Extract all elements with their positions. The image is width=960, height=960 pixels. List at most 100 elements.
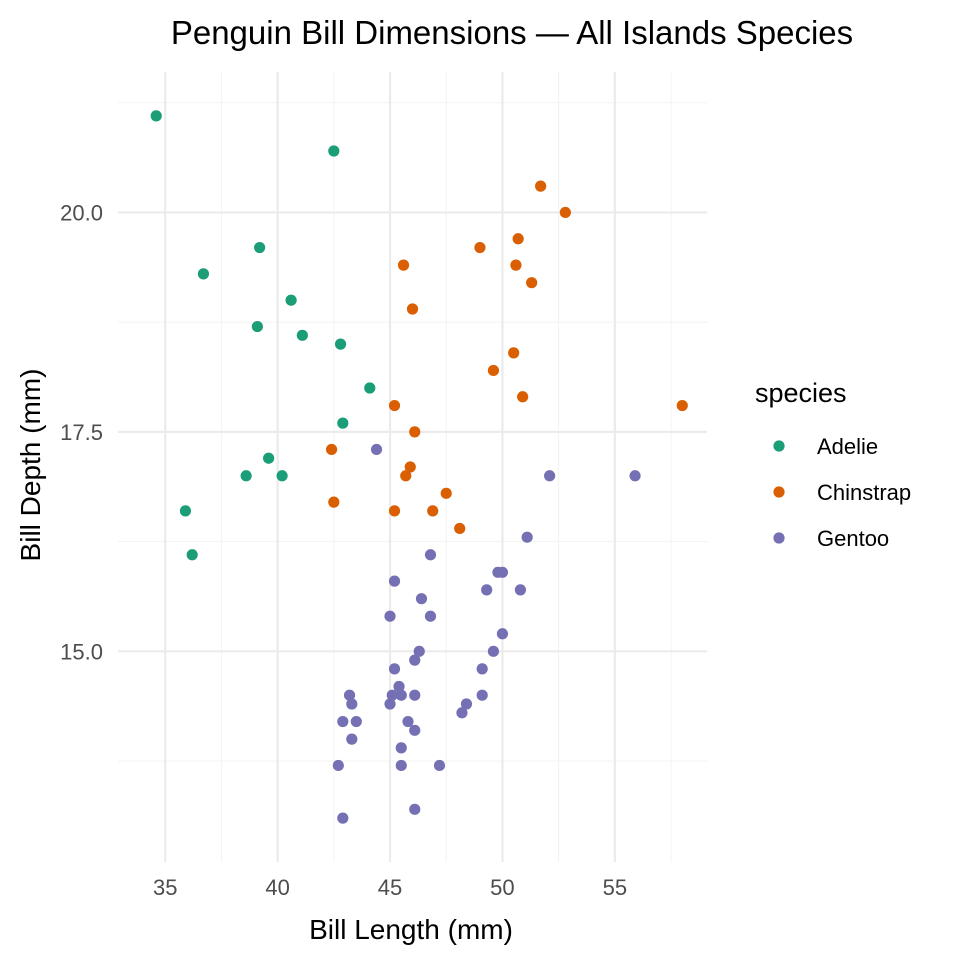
legend: species Adelie Chinstrap Gentoo	[755, 378, 911, 551]
point-gentoo	[415, 593, 428, 605]
point-gentoo	[487, 645, 500, 657]
legend-items: Adelie Chinstrap Gentoo	[773, 434, 911, 551]
point-gentoo	[629, 470, 641, 482]
point-chinstrap	[676, 399, 688, 412]
point-adelie	[276, 470, 288, 482]
y-tick-label: 20.0	[60, 200, 103, 225]
point-gentoo	[337, 812, 349, 824]
chart-title: Penguin Bill Dimensions — All Islands Sp…	[171, 14, 853, 51]
point-gentoo	[384, 610, 396, 622]
point-chinstrap	[325, 443, 338, 456]
point-chinstrap	[510, 259, 522, 271]
point-gentoo	[350, 715, 362, 728]
point-chinstrap	[388, 399, 401, 412]
plot-panel	[118, 72, 707, 862]
point-gentoo	[332, 759, 344, 772]
point-gentoo	[433, 759, 446, 772]
point-gentoo	[544, 470, 556, 482]
point-chinstrap	[454, 522, 466, 535]
point-chinstrap	[487, 364, 500, 377]
point-gentoo	[496, 628, 509, 640]
point-chinstrap	[474, 241, 486, 254]
point-adelie	[285, 294, 297, 306]
legend-key-adelie	[773, 440, 785, 452]
x-axis-title: Bill Length (mm)	[309, 914, 513, 945]
point-gentoo	[456, 707, 468, 719]
x-tick-label: 35	[153, 875, 177, 900]
point-adelie	[334, 338, 347, 350]
point-gentoo	[337, 715, 349, 728]
legend-label-adelie: Adelie	[817, 434, 878, 459]
point-chinstrap	[559, 206, 571, 219]
point-adelie	[179, 505, 192, 517]
point-gentoo	[496, 566, 509, 578]
point-gentoo	[370, 443, 383, 456]
point-adelie	[328, 145, 340, 157]
point-gentoo	[521, 531, 533, 543]
point-gentoo	[386, 689, 398, 701]
point-gentoo	[481, 584, 493, 596]
point-chinstrap	[427, 505, 439, 517]
point-gentoo	[395, 689, 407, 701]
point-gentoo	[409, 803, 421, 815]
point-gentoo	[409, 654, 421, 666]
point-chinstrap	[328, 496, 340, 508]
point-chinstrap	[400, 470, 412, 482]
point-gentoo	[346, 733, 358, 745]
point-chinstrap	[517, 391, 529, 403]
point-gentoo	[409, 724, 421, 736]
point-chinstrap	[409, 426, 421, 438]
point-gentoo	[424, 610, 437, 622]
point-gentoo	[388, 575, 401, 587]
point-adelie	[251, 320, 263, 333]
point-chinstrap	[404, 461, 416, 473]
x-axis-tick-labels: 35 40 45 50 55	[153, 875, 627, 900]
point-gentoo	[346, 698, 358, 710]
point-chinstrap	[406, 303, 419, 315]
point-gentoo	[460, 698, 473, 710]
point-adelie	[240, 470, 252, 482]
point-chinstrap	[440, 487, 452, 499]
point-gentoo	[402, 715, 414, 728]
y-tick-label: 17.5	[60, 420, 103, 445]
point-gentoo	[424, 549, 437, 561]
point-gentoo	[393, 680, 405, 693]
point-adelie	[197, 268, 210, 280]
point-adelie	[296, 329, 308, 341]
point-adelie	[254, 241, 266, 254]
y-axis-title: Bill Depth (mm)	[15, 369, 46, 562]
point-gentoo	[476, 689, 488, 701]
legend-key-gentoo	[773, 532, 785, 544]
point-chinstrap	[526, 277, 538, 289]
y-tick-label: 15.0	[60, 639, 103, 664]
legend-key-chinstrap	[773, 486, 785, 498]
point-chinstrap	[388, 505, 401, 517]
legend-label-gentoo: Gentoo	[817, 526, 889, 551]
legend-label-chinstrap: Chinstrap	[817, 480, 911, 505]
point-gentoo	[384, 698, 396, 710]
point-adelie	[186, 549, 198, 561]
point-gentoo	[395, 742, 407, 754]
point-chinstrap	[397, 259, 410, 271]
point-gentoo	[388, 663, 401, 675]
point-chinstrap	[535, 180, 547, 192]
point-gentoo	[514, 584, 527, 596]
minor-gridlines	[118, 72, 707, 862]
x-tick-label: 55	[603, 875, 627, 900]
point-adelie	[263, 452, 275, 464]
point-chinstrap	[512, 233, 524, 245]
point-chinstrap	[508, 347, 520, 359]
point-gentoo	[476, 663, 488, 675]
data-points	[150, 110, 688, 824]
point-gentoo	[409, 689, 421, 701]
point-gentoo	[413, 645, 425, 657]
point-adelie	[364, 382, 376, 394]
legend-title: species	[755, 378, 847, 408]
major-gridlines	[118, 72, 707, 862]
y-axis-tick-labels: 15.0 17.5 20.0	[60, 200, 103, 664]
point-adelie	[337, 417, 349, 429]
x-tick-label: 45	[378, 875, 402, 900]
x-tick-label: 40	[265, 875, 289, 900]
x-tick-label: 50	[490, 875, 514, 900]
